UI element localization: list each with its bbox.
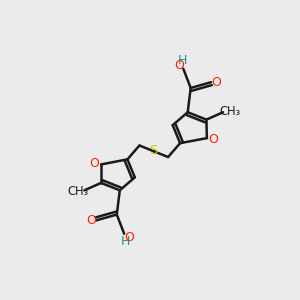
Text: O: O: [86, 214, 96, 227]
Text: S: S: [149, 144, 158, 157]
Text: O: O: [90, 157, 100, 170]
Text: O: O: [208, 133, 218, 146]
Text: O: O: [174, 59, 184, 72]
Text: CH₃: CH₃: [219, 105, 241, 118]
Text: H: H: [178, 54, 187, 68]
Text: O: O: [212, 76, 221, 89]
Text: CH₃: CH₃: [67, 184, 88, 197]
Text: O: O: [124, 231, 134, 244]
Text: H: H: [121, 235, 130, 248]
